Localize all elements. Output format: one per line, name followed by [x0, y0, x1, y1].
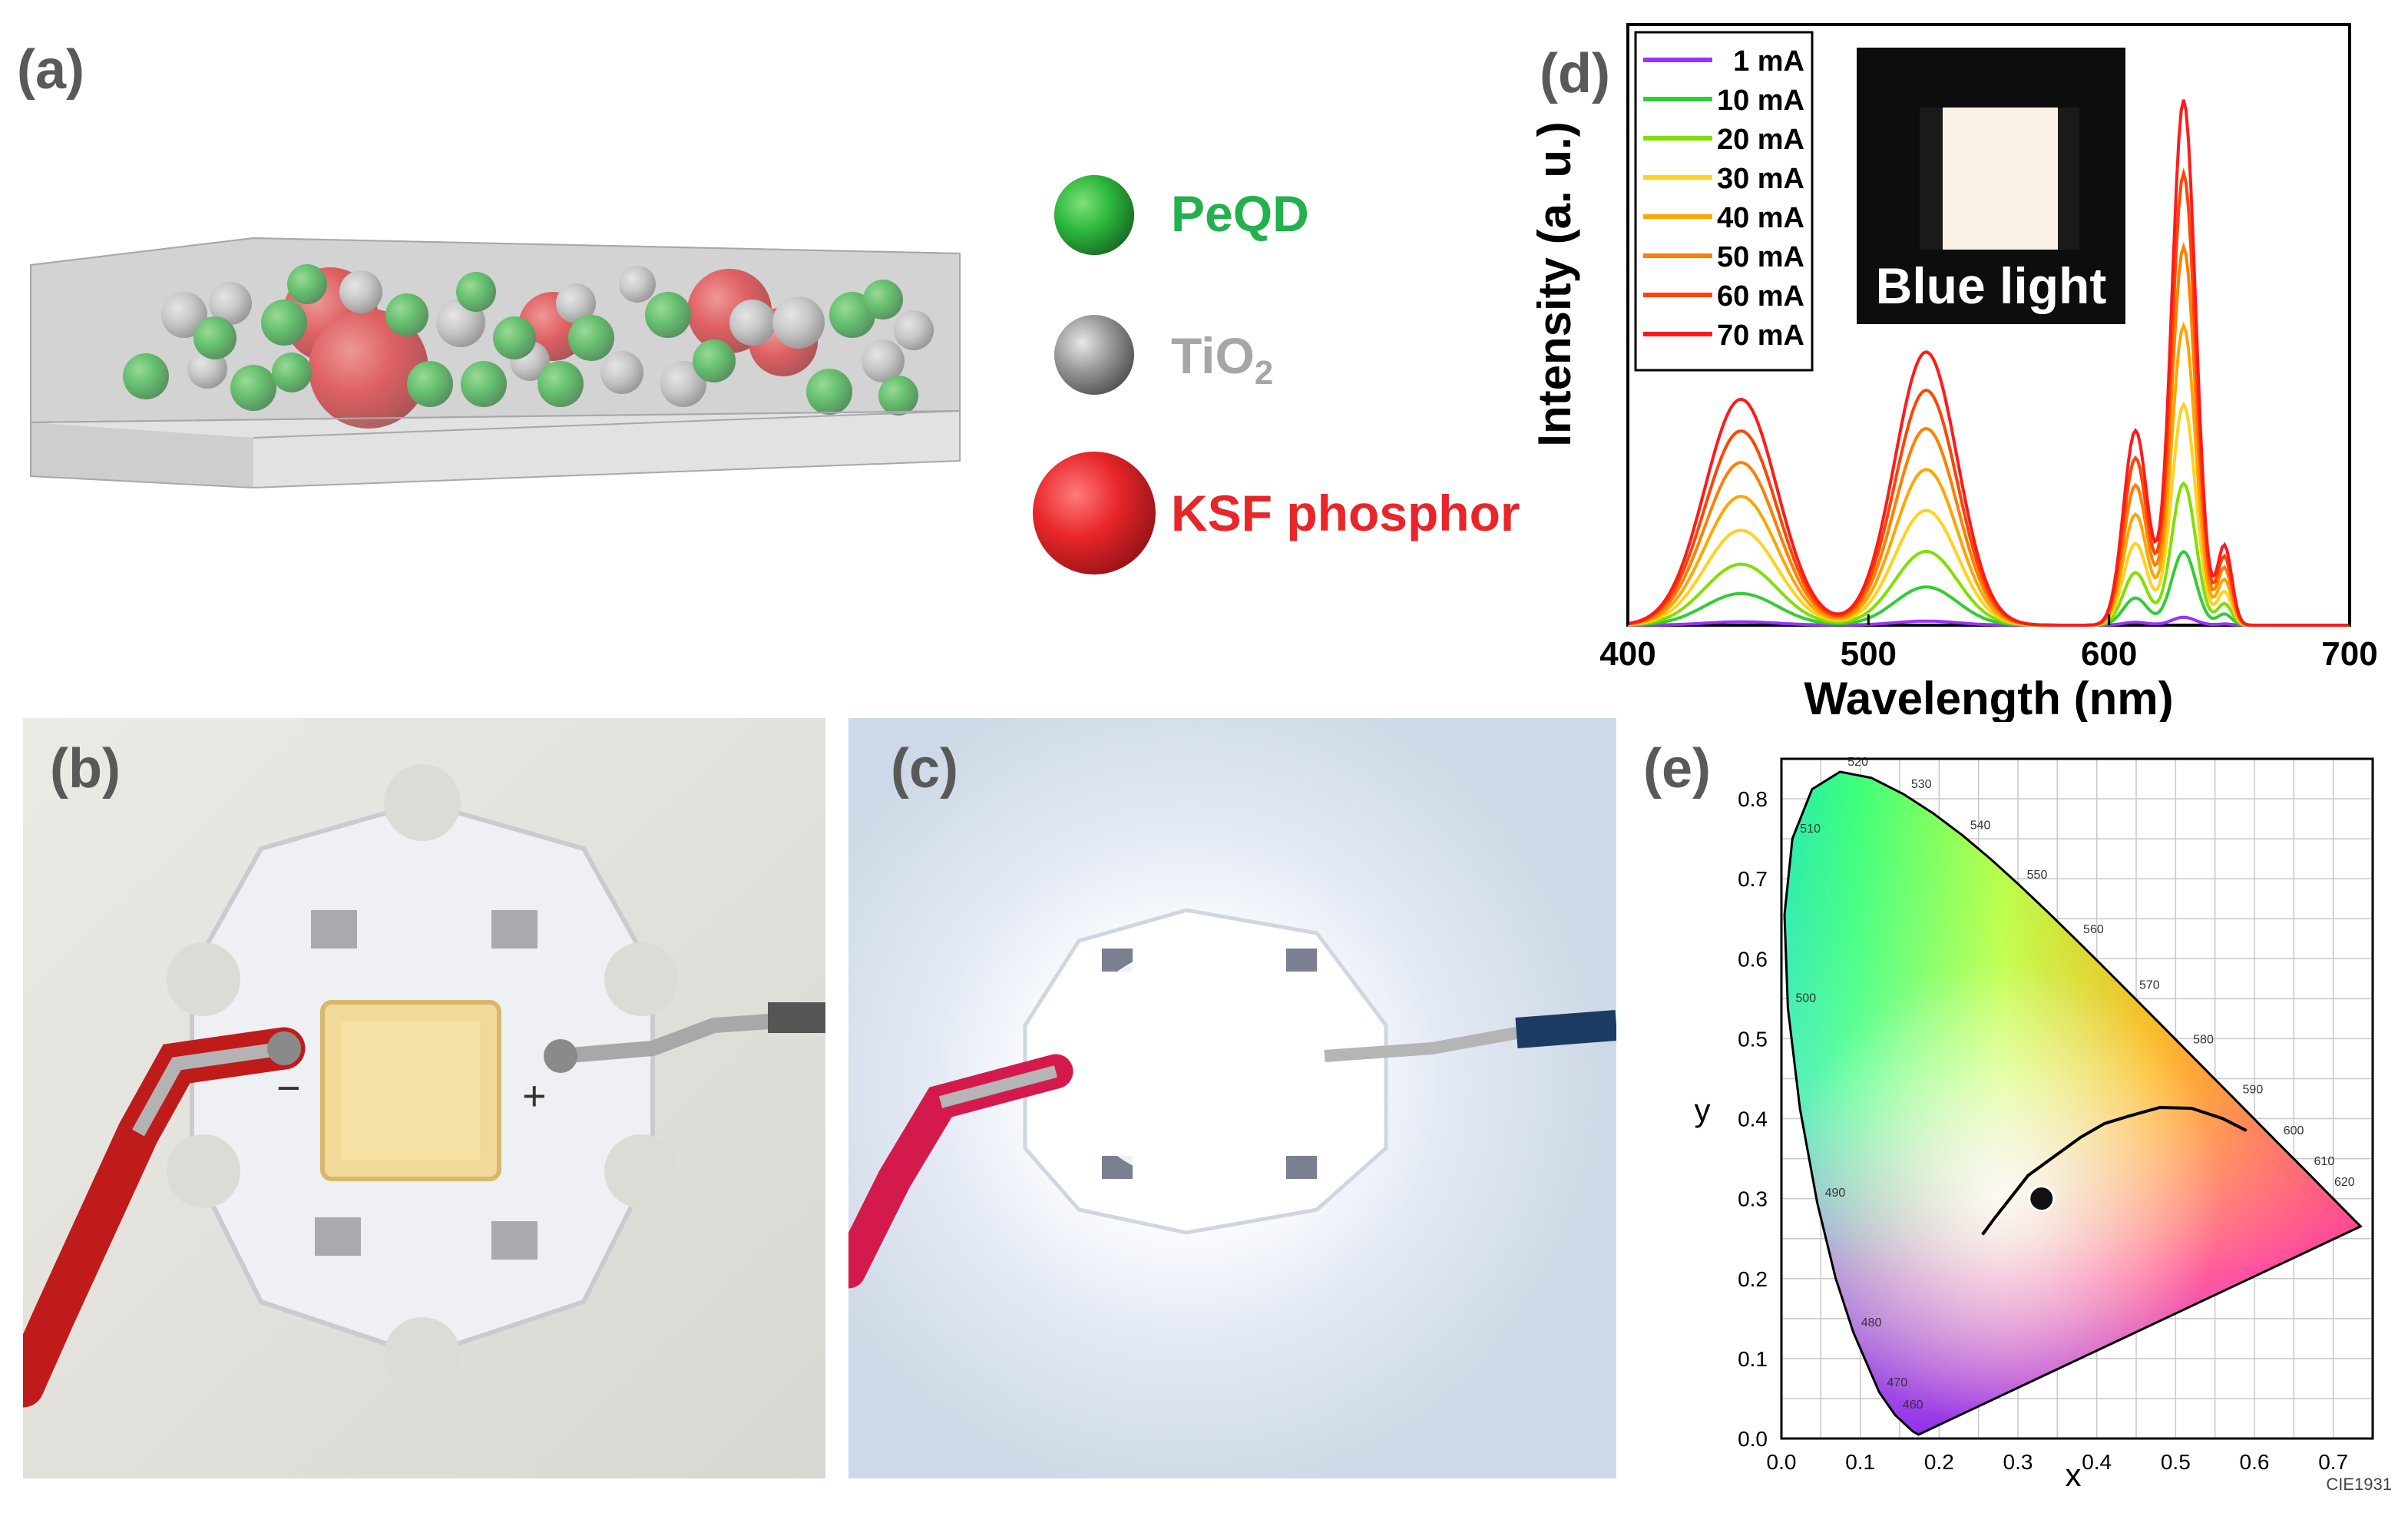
- wavelength-label: 610: [2314, 1155, 2335, 1168]
- cie-data-point: [2028, 1185, 2056, 1213]
- blue-light-inset: Blue light: [1857, 48, 2125, 324]
- legend-label: 30 mA: [1717, 163, 1804, 195]
- legend-label: 50 mA: [1717, 241, 1804, 273]
- cie-xtick-label: 0.6: [2240, 1450, 2270, 1474]
- tio2-legend-icon: [1054, 315, 1134, 395]
- cie-ytick-label: 0.7: [1738, 867, 1768, 891]
- particles: [123, 264, 934, 429]
- legend-label: 60 mA: [1717, 280, 1804, 313]
- legend-label: 70 mA: [1717, 319, 1804, 352]
- spectrum-xtick-label: 400: [1599, 635, 1656, 673]
- spectral-locus: [1783, 770, 2363, 1436]
- cie-ytick-label: 0.2: [1738, 1267, 1768, 1291]
- wavelength-label: 510: [1800, 823, 1821, 836]
- legend-tio2: TiO2: [1171, 327, 1274, 392]
- panel-d-label: (d): [1540, 43, 1610, 104]
- panel-d-spectrum-chart: 400 500 600 700 Wavelength (nm) Intensity (…: [1529, 23, 2378, 722]
- spectrum-series-30mA: [1627, 401, 2350, 627]
- wavelength-label: 520: [1847, 756, 1868, 769]
- spectrum-legend: 1 mA 10 mA 20 mA 30 mA 40 mA 50 mA 60 mA 70 mA: [1643, 45, 1804, 352]
- planckian-locus: [1981, 1105, 2248, 1236]
- wavelength-label: 500: [1795, 992, 1816, 1005]
- cie-ytick-label: 0.4: [1738, 1107, 1768, 1131]
- blue-light-text: Blue light: [1876, 257, 2107, 314]
- panel-b-photo: − +: [23, 718, 825, 1478]
- cie-plot-frame: [1780, 757, 2374, 1440]
- cie-xtick-label: 0.7: [2318, 1450, 2348, 1474]
- panel-a-film-schematic: [30, 237, 961, 489]
- cie-ytick-label: 0.0: [1738, 1427, 1768, 1451]
- cie-xlabel: x: [2066, 1457, 2082, 1493]
- spectrum-series-10mA: [1627, 549, 2350, 627]
- cie-xtick-label: 0.5: [2161, 1450, 2191, 1474]
- wavelength-label: 460: [1903, 1399, 1923, 1412]
- spectrum-xlabel: Wavelength (nm): [1804, 673, 2173, 722]
- wavelength-label: 470: [1887, 1376, 1907, 1389]
- legend-ksf: KSF phosphor: [1171, 485, 1520, 541]
- legend-label: 10 mA: [1717, 84, 1804, 117]
- spectrum-series-40mA: [1627, 321, 2350, 627]
- legend-label: 1 mA: [1733, 45, 1804, 78]
- panel-b-label: (b): [50, 738, 121, 800]
- plus-sign: +: [522, 1073, 547, 1119]
- spectrum-ylabel: Intensity (a. u.): [1529, 121, 1580, 446]
- spectrum-xtick-label: 600: [2081, 635, 2137, 673]
- spectrum-legend-box: [1634, 31, 1814, 372]
- spectrum-series-50mA: [1627, 241, 2350, 627]
- spectrum-xtick-label: 500: [1841, 635, 1897, 673]
- wavelength-label: 530: [1911, 778, 1932, 791]
- legend-peqd: PeQD: [1171, 185, 1309, 242]
- panel-e-label: (e): [1643, 738, 1711, 800]
- cie-xtick-label: 0.4: [2082, 1450, 2112, 1474]
- spectrum-series-20mA: [1627, 481, 2350, 627]
- legend-label: 40 mA: [1717, 202, 1804, 234]
- cie-ytick-label: 0.5: [1738, 1027, 1768, 1051]
- spectrum-xtick-label: 700: [2321, 635, 2377, 673]
- wavelength-label: 480: [1861, 1316, 1882, 1329]
- panel-e-cie-chart: 460 470 480 490 500 510 520 530 540 550 560 570 580 5…: [1695, 756, 2393, 1494]
- wavelength-label: 540: [1970, 819, 1991, 833]
- wavelength-labels: 460 470 480 490 500 510 520 530 540 550 560 570 580 5…: [1795, 756, 2354, 1412]
- spectrum-series-70mA: [1627, 99, 2350, 627]
- panel-a-legend-spheres: [1033, 175, 1156, 574]
- peqd-legend-icon: [1054, 175, 1134, 255]
- cie-ytick-label: 0.6: [1738, 947, 1768, 971]
- wavelength-label: 590: [2243, 1083, 2264, 1096]
- spectrum-series-1mA: [1628, 615, 2350, 627]
- cie-ytick-label: 0.1: [1738, 1347, 1768, 1371]
- cie-xtick-label: 0.2: [1924, 1450, 1954, 1474]
- wavelength-label: 490: [1825, 1187, 1846, 1200]
- panel-c-label: (c): [891, 738, 958, 800]
- wavelength-label: 580: [2193, 1033, 2214, 1046]
- cie-corner-text: CIE1931: [2326, 1475, 2392, 1494]
- wavelength-label: 570: [2139, 978, 2160, 992]
- legend-label: 20 mA: [1717, 124, 1804, 156]
- cie-xtick-label: 0.3: [2003, 1450, 2033, 1474]
- cie-xtick-label: 0.1: [1845, 1450, 1875, 1474]
- wavelength-label: 600: [2284, 1124, 2304, 1137]
- minus-sign: −: [276, 1065, 301, 1111]
- cie-ytick-label: 0.8: [1738, 787, 1768, 811]
- ksf-legend-icon: [1033, 452, 1156, 574]
- panel-c-photo: [848, 718, 1616, 1478]
- wavelength-label: 620: [2334, 1176, 2355, 1189]
- panel-a-label: (a): [17, 39, 84, 101]
- wavelength-label: 550: [2027, 869, 2048, 882]
- cie-xtick-label: 0.0: [1767, 1450, 1797, 1474]
- cie-ytick-label: 0.3: [1738, 1187, 1768, 1211]
- cie-ylabel: y: [1695, 1092, 1711, 1128]
- wavelength-label: 560: [2083, 923, 2104, 936]
